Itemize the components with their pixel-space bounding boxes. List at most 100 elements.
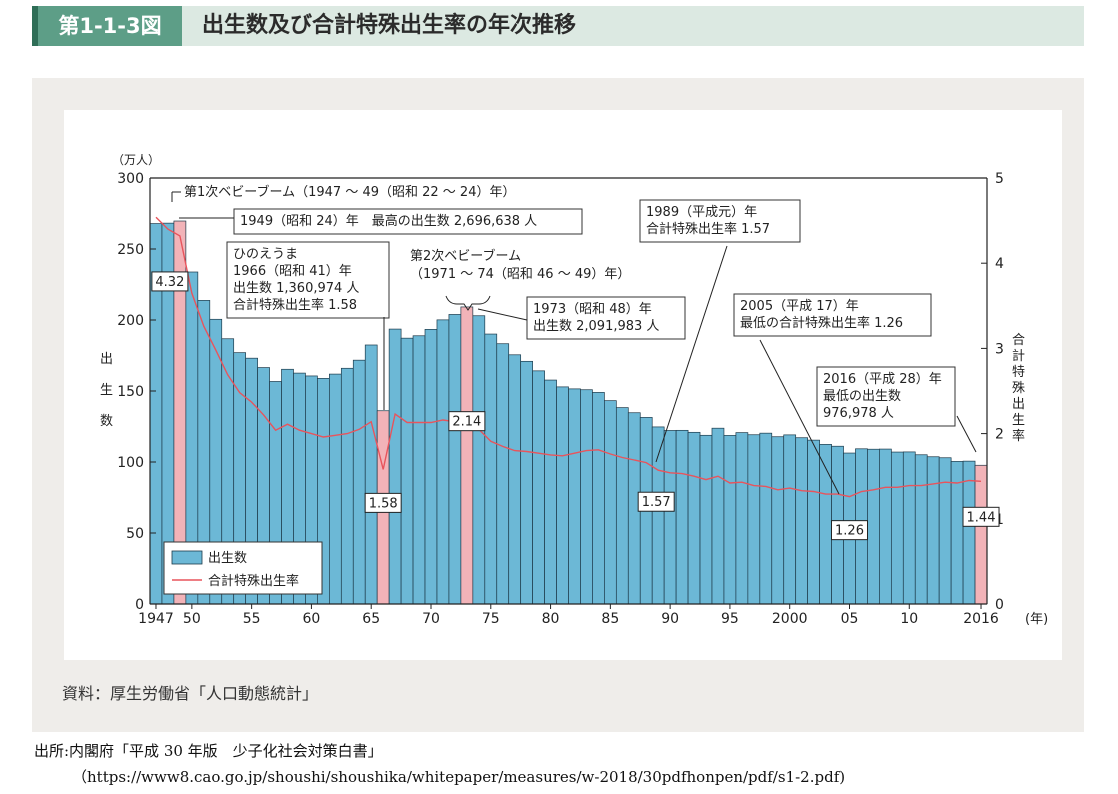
left-tick-label-150: 150 (117, 384, 144, 400)
bar-1986 (615, 407, 629, 605)
bar-1969 (412, 335, 426, 605)
max1949-annotation-line: 1949（昭和 24）年 最高の出生数 2,696,638 人 (240, 213, 537, 229)
bar-2002 (807, 439, 820, 605)
y1973-annotation-box (526, 296, 686, 340)
boom2-annotation-1: 第2次ベビーブーム (410, 248, 521, 264)
bar-2015 (962, 460, 976, 605)
bar-2012 (926, 456, 940, 605)
value-label-box-1966 (364, 492, 402, 513)
bar-1978 (520, 360, 533, 605)
bar-1965 (364, 344, 378, 605)
bar-2013 (938, 457, 952, 605)
right-tick-label-4: 4 (995, 256, 1004, 272)
hinoe-annotation-line: 1966（昭和 41）年 (233, 264, 352, 279)
value-label-2005: 1.26 (835, 524, 864, 539)
boom2-brace (445, 295, 491, 311)
x-tick-label-1985: 85 (601, 611, 619, 627)
bar-1984 (592, 392, 605, 605)
x-tick-label-2000: 2000 (772, 611, 808, 627)
left-tick-label-0: 0 (135, 597, 144, 613)
x-tick-label-1955: 55 (243, 611, 261, 627)
bar-1967 (388, 328, 402, 605)
x-tick-label-1950: 50 (183, 611, 201, 627)
bar-1964 (352, 359, 366, 605)
bar-1980 (544, 379, 557, 605)
left-unit-label: （万人） (112, 153, 160, 167)
right-axis-title-char: 出 (1012, 397, 1025, 412)
fertility-rate-line (155, 216, 982, 498)
left-tick-label-50: 50 (126, 526, 144, 542)
legend-bar-label: 出生数 (208, 551, 247, 566)
right-axis-title-char: 計 (1012, 348, 1025, 364)
value-label-1966: 1.58 (369, 496, 398, 511)
right-axis-title-char: 特 (1012, 365, 1025, 380)
bar-1970 (424, 329, 438, 605)
bar-2009 (890, 451, 904, 605)
bar-1981 (556, 386, 569, 605)
y2016-annotation-box (816, 366, 956, 427)
y1973-leader (477, 308, 528, 321)
bar-1983 (580, 389, 593, 605)
bar-2016 (974, 464, 988, 605)
value-label-1989: 1.57 (642, 495, 671, 510)
bar-1996 (735, 432, 749, 605)
boom2-annotation-2: （1971 ～ 74（昭和 46 ～ 49）年） (410, 267, 630, 282)
bar-1982 (568, 388, 581, 605)
bar-1976 (496, 343, 510, 605)
value-label-box-1973 (448, 411, 486, 432)
max1949-annotation-box (233, 208, 583, 235)
right-tick-label-3: 3 (995, 341, 1004, 357)
y1989-annotation-line: 合計特殊出生率 1.57 (646, 221, 770, 237)
hinoe-annotation-line: 出生数 1,360,974 人 (233, 281, 359, 296)
x-tick-label-1990: 90 (661, 611, 679, 627)
x-tick-label-1965: 65 (362, 611, 380, 627)
value-label-box-2016 (962, 506, 1000, 527)
bar-1985 (604, 400, 617, 605)
value-label-1973: 2.14 (452, 415, 481, 430)
right-axis-title-char: 生 (1012, 413, 1025, 428)
bar-1993 (699, 434, 713, 605)
x-tick-label-1947: 1947 (138, 611, 174, 627)
x-tick-label-1960: 60 (303, 611, 321, 627)
birth-rate-chart: 0501001502002503000123451947505560657075… (100, 153, 1048, 627)
bar-1963 (340, 367, 354, 605)
hinoe-annotation-line: 合計特殊出生率 1.58 (233, 297, 357, 313)
right-tick-label-2: 2 (995, 427, 1004, 443)
bar-1994 (711, 427, 725, 605)
y2005-annotation-line: 最低の合計特殊出生率 1.26 (740, 315, 903, 331)
left-axis-title-char: 生 (100, 383, 113, 398)
right-tick-label-5: 5 (995, 171, 1004, 187)
left-tick-label-250: 250 (117, 242, 144, 258)
bar-1979 (532, 370, 545, 605)
y1989-annotation-line: 1989（平成元）年 (646, 205, 757, 220)
bar-1995 (723, 435, 737, 605)
right-tick-label-0: 0 (995, 597, 1004, 613)
hinoe-annotation-box (226, 241, 390, 319)
right-axis-title-char: 合 (1012, 333, 1025, 348)
y1973-annotation-line: 出生数 2,091,983 人 (533, 319, 659, 334)
x-tick-label-1975: 75 (482, 611, 500, 627)
bar-1968 (400, 337, 414, 605)
bar-2000 (783, 434, 797, 605)
bar-1962 (329, 373, 342, 605)
chart-card: 0501001502002503000123451947505560657075… (64, 110, 1062, 660)
value-label-1949: 4.32 (155, 275, 184, 290)
bar-1977 (508, 354, 522, 605)
left-axis-title-char: 出 (100, 352, 113, 367)
value-label-box-1989 (637, 491, 675, 512)
bar-1998 (759, 432, 773, 605)
x-tick-label-1970: 70 (422, 611, 440, 627)
left-tick-label-300: 300 (117, 171, 144, 187)
left-tick-label-100: 100 (117, 455, 144, 471)
bar-1992 (687, 431, 701, 605)
x-tick-label-2005: 05 (841, 611, 859, 627)
y2016-annotation-line: 976,978 人 (823, 406, 894, 421)
bar-2011 (914, 454, 928, 605)
y1989-annotation-box (639, 199, 801, 243)
bar-1975 (484, 333, 498, 605)
bar-1972 (448, 314, 462, 605)
x-tick-label-2016: 2016 (963, 611, 999, 627)
figure-number: 第1-1-3図 (32, 6, 182, 46)
hinoe-annotation-line: ひのえうま (233, 247, 298, 262)
bar-2008 (879, 448, 892, 605)
